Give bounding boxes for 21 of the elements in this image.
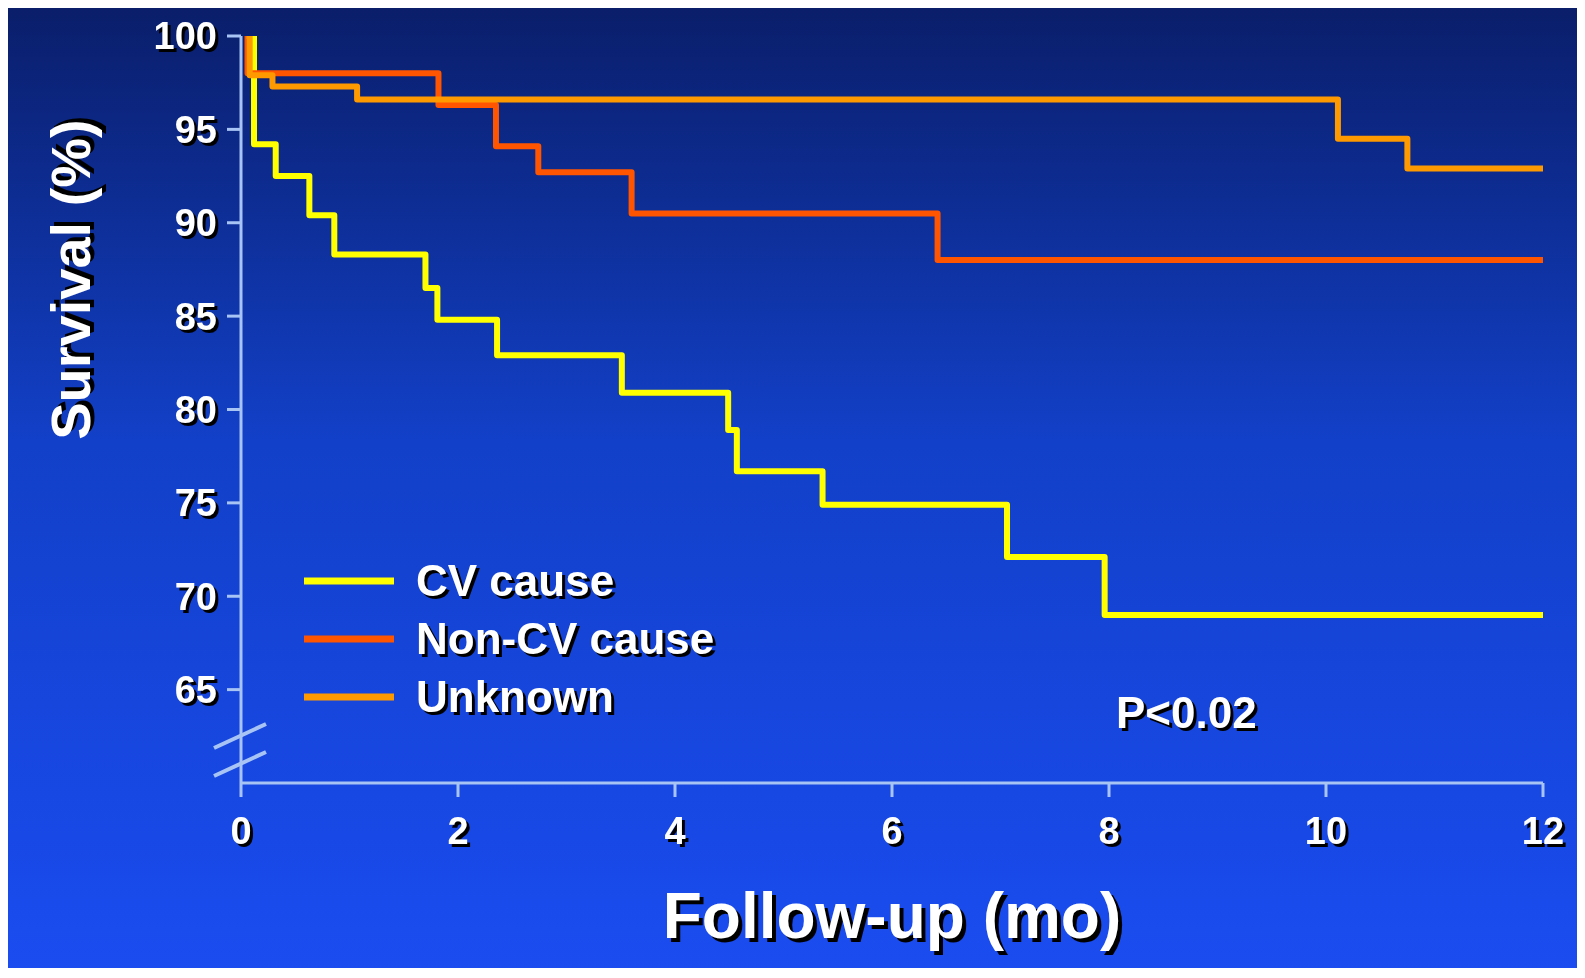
y-tick-label: 85 (174, 295, 217, 338)
x-tick-label: 10 (1304, 809, 1348, 852)
y-tick-label: 65 (174, 669, 217, 712)
y-tick-label: 95 (174, 108, 217, 151)
y-tick-label: 70 (174, 575, 217, 618)
y-tick-label: 100 (153, 15, 217, 58)
annotation: P<0.02 (1116, 688, 1257, 738)
x-tick-label: 0 (230, 809, 252, 852)
y-tick-label: 80 (174, 388, 217, 431)
legend-label: Non-CV cause (416, 614, 715, 664)
x-tick-label: 6 (881, 809, 903, 852)
legend-label: Unknown (416, 672, 614, 722)
y-axis-title: Survival (%) (38, 119, 102, 440)
y-tick-label: 90 (174, 202, 217, 245)
legend-label: CV cause (416, 556, 615, 606)
x-tick-label: 4 (664, 809, 686, 852)
x-tick-label: 12 (1521, 809, 1565, 852)
x-tick-label: 2 (447, 809, 469, 852)
x-tick-label: 8 (1098, 809, 1120, 852)
y-tick-label: 75 (174, 482, 217, 525)
x-axis-title: Follow-up (mo) (662, 880, 1122, 952)
